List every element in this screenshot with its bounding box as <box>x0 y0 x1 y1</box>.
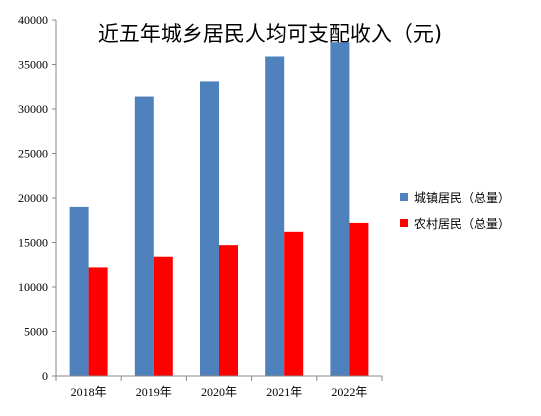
y-tick-label: 30000 <box>18 102 48 116</box>
y-tick-label: 10000 <box>18 280 48 294</box>
y-tick-label: 20000 <box>18 191 48 205</box>
bar-urban <box>330 42 350 376</box>
y-tick-label: 15000 <box>18 236 48 250</box>
x-tick-label: 2020年 <box>201 385 237 399</box>
y-tick-label: 25000 <box>18 147 48 161</box>
bar-rural <box>219 245 238 376</box>
legend: 城镇居民（总量） 农村居民（总量） <box>400 188 510 240</box>
legend-item-urban: 城镇居民（总量） <box>400 188 510 206</box>
bar-rural <box>349 222 369 376</box>
y-tick-label: 5000 <box>24 325 48 339</box>
chart-title: 近五年城乡居民人均可支配收入（元) <box>97 22 443 46</box>
legend-swatch-rural <box>400 219 408 227</box>
bar-urban <box>265 56 285 377</box>
bar-rural <box>153 256 173 376</box>
y-tick-label: 35000 <box>18 58 48 72</box>
bar-urban <box>200 81 219 376</box>
legend-label-urban: 城镇居民（总量） <box>414 190 511 205</box>
bar-urban <box>69 206 89 376</box>
x-tick-label: 2019年 <box>136 385 172 399</box>
y-tick-label: 0 <box>42 369 48 383</box>
legend-label-rural: 农村居民（总量） <box>414 216 511 231</box>
y-tick-label: 40000 <box>18 13 48 27</box>
bar-rural <box>88 267 108 376</box>
legend-item-rural: 农村居民（总量） <box>400 214 510 232</box>
legend-swatch-urban <box>400 193 408 201</box>
x-tick-label: 2018年 <box>71 385 107 399</box>
x-tick-label: 2022年 <box>331 385 367 399</box>
bar-urban <box>134 96 154 376</box>
bar-rural <box>284 231 304 376</box>
x-tick-label: 2021年 <box>266 385 302 399</box>
